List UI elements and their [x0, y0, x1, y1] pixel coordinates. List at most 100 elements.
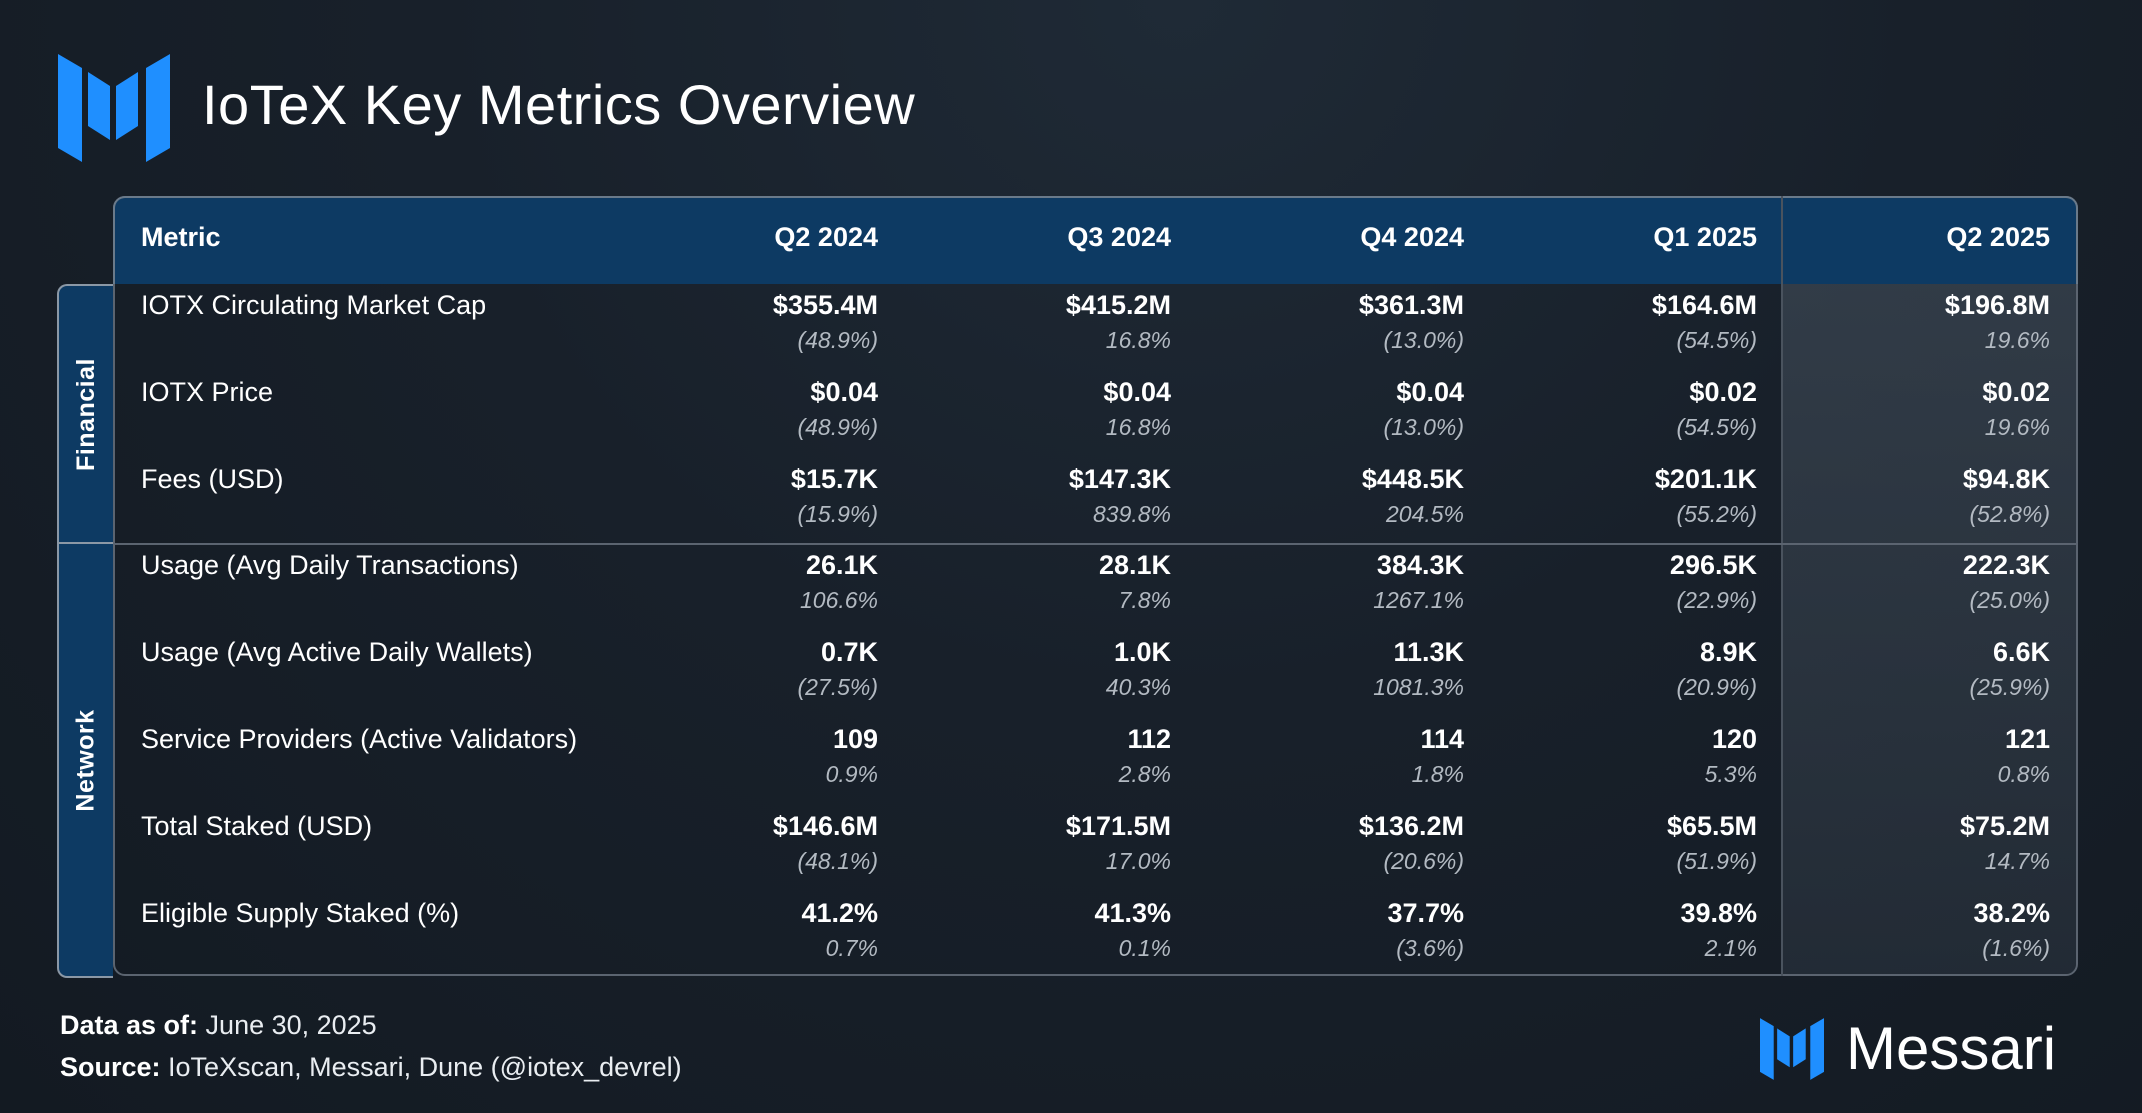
cell-value: $361.3M	[1358, 290, 1464, 320]
cell-change: 16.8%	[1105, 414, 1171, 440]
cell-value: $0.04	[1396, 377, 1464, 407]
cell-change: (1.6%)	[1982, 935, 2050, 961]
cell-value: 296.5K	[1669, 550, 1757, 580]
data-as-of-label: Data as of:	[60, 1010, 199, 1040]
cell-value: $146.6M	[772, 811, 878, 841]
cell-change: 839.8%	[1092, 501, 1171, 527]
cell-change: 16.8%	[1105, 327, 1171, 353]
cell-change: (15.9%)	[797, 501, 878, 527]
cell-change: 106.6%	[799, 587, 878, 613]
row-metric-label: Service Providers (Active Validators)	[141, 724, 578, 754]
cell-change: 17.0%	[1105, 848, 1171, 874]
row-metric-label: Usage (Avg Daily Transactions)	[141, 550, 519, 580]
cell-value: $147.3K	[1068, 464, 1171, 494]
cell-change: (54.5%)	[1676, 327, 1757, 353]
section-tab-network: Network	[57, 544, 113, 978]
cell-change: (55.2%)	[1676, 501, 1757, 527]
cell-value: 1.0K	[1113, 637, 1171, 667]
row-metric-label: IOTX Circulating Market Cap	[141, 290, 487, 320]
cell-change: 0.1%	[1118, 935, 1171, 961]
cell-change: (20.9%)	[1676, 674, 1757, 700]
header-period: Q2 2025	[1946, 222, 2050, 252]
cell-value: $201.1K	[1654, 464, 1757, 494]
cell-value: 112	[1127, 724, 1171, 754]
cell-value: 39.8%	[1680, 898, 1757, 928]
cell-value: 11.3K	[1393, 637, 1464, 667]
cell-value: 38.2%	[1973, 898, 2050, 928]
cell-change: 204.5%	[1385, 501, 1464, 527]
cell-change: (27.5%)	[797, 674, 878, 700]
cell-change: 0.7%	[825, 935, 878, 961]
cell-change: 7.8%	[1118, 587, 1171, 613]
cell-change: 14.7%	[1984, 848, 2050, 874]
cell-change: (20.6%)	[1383, 848, 1464, 874]
cell-change: 1081.3%	[1373, 674, 1464, 700]
cell-value: $196.8M	[1944, 290, 2050, 320]
brand-name: Messari	[1846, 1015, 2057, 1082]
section-divider	[113, 543, 2078, 545]
cell-change: (13.0%)	[1383, 414, 1464, 440]
cell-value: $0.02	[1689, 377, 1757, 407]
messari-logo-icon	[58, 54, 170, 162]
cell-change: (13.0%)	[1383, 327, 1464, 353]
cell-value: $171.5M	[1065, 811, 1171, 841]
cell-value: $0.04	[810, 377, 878, 407]
messari-logo-icon	[1760, 1017, 1824, 1080]
row-metric-label: Eligible Supply Staked (%)	[141, 898, 460, 928]
cell-value: $0.04	[1103, 377, 1171, 407]
cell-value: $94.8K	[1962, 464, 2050, 494]
cell-value: $75.2M	[1959, 811, 2050, 841]
cell-value: 0.7K	[820, 637, 878, 667]
source: Source: IoTeXscan, Messari, Dune (@iotex…	[60, 1052, 682, 1083]
data-as-of-value: June 30, 2025	[198, 1010, 377, 1040]
cell-value: 37.7%	[1387, 898, 1464, 928]
cell-change: (48.9%)	[797, 327, 878, 353]
cell-change: (48.9%)	[797, 414, 878, 440]
cell-change: (22.9%)	[1676, 587, 1757, 613]
cell-change: 1267.1%	[1373, 587, 1464, 613]
cell-change: 0.9%	[825, 761, 878, 787]
cell-change: (25.9%)	[1969, 674, 2050, 700]
cell-value: 121	[2004, 724, 2050, 754]
cell-change: 19.6%	[1984, 414, 2050, 440]
section-label-financial: Financial	[71, 357, 100, 471]
source-label: Source:	[60, 1052, 161, 1082]
cell-value: 28.1K	[1098, 550, 1171, 580]
cell-value: 222.3K	[1962, 550, 2050, 580]
page-title: IoTeX Key Metrics Overview	[202, 73, 916, 136]
cell-value: $448.5K	[1361, 464, 1464, 494]
cell-value: 41.3%	[1094, 898, 1171, 928]
cell-change: (54.5%)	[1676, 414, 1757, 440]
header-period: Q4 2024	[1360, 222, 1464, 252]
cell-change: (3.6%)	[1396, 935, 1464, 961]
header-metric: Metric	[141, 222, 221, 252]
cell-value: 6.6K	[1992, 637, 2050, 667]
header-period: Q1 2025	[1653, 222, 1757, 252]
cell-value: 26.1K	[805, 550, 878, 580]
cell-change: (25.0%)	[1969, 587, 2050, 613]
cell-change: 40.3%	[1105, 674, 1171, 700]
cell-value: $164.6M	[1651, 290, 1757, 320]
cell-value: 41.2%	[801, 898, 878, 928]
cell-change: (48.1%)	[797, 848, 878, 874]
cell-change: 0.8%	[1997, 761, 2050, 787]
highlight-column	[1783, 284, 2076, 974]
cell-change: 2.1%	[1704, 935, 1757, 961]
data-as-of: Data as of: June 30, 2025	[60, 1010, 377, 1041]
table-header	[113, 196, 2078, 284]
section-label-network: Network	[71, 708, 100, 812]
cell-value: $415.2M	[1065, 290, 1171, 320]
row-metric-label: IOTX Price	[141, 377, 274, 407]
section-tab-financial: Financial	[57, 284, 113, 544]
cell-value: $65.5M	[1666, 811, 1757, 841]
header-period: Q2 2024	[774, 222, 878, 252]
cell-value: $0.02	[1982, 377, 2050, 407]
source-value: IoTeXscan, Messari, Dune (@iotex_devrel)	[160, 1052, 682, 1082]
row-metric-label: Usage (Avg Active Daily Wallets)	[141, 637, 533, 667]
cell-change: (51.9%)	[1676, 848, 1757, 874]
cell-change: (52.8%)	[1969, 501, 2050, 527]
cell-value: 109	[832, 724, 878, 754]
cell-value: $355.4M	[772, 290, 878, 320]
cell-change: 2.8%	[1118, 761, 1171, 787]
row-metric-label: Total Staked (USD)	[141, 811, 373, 841]
